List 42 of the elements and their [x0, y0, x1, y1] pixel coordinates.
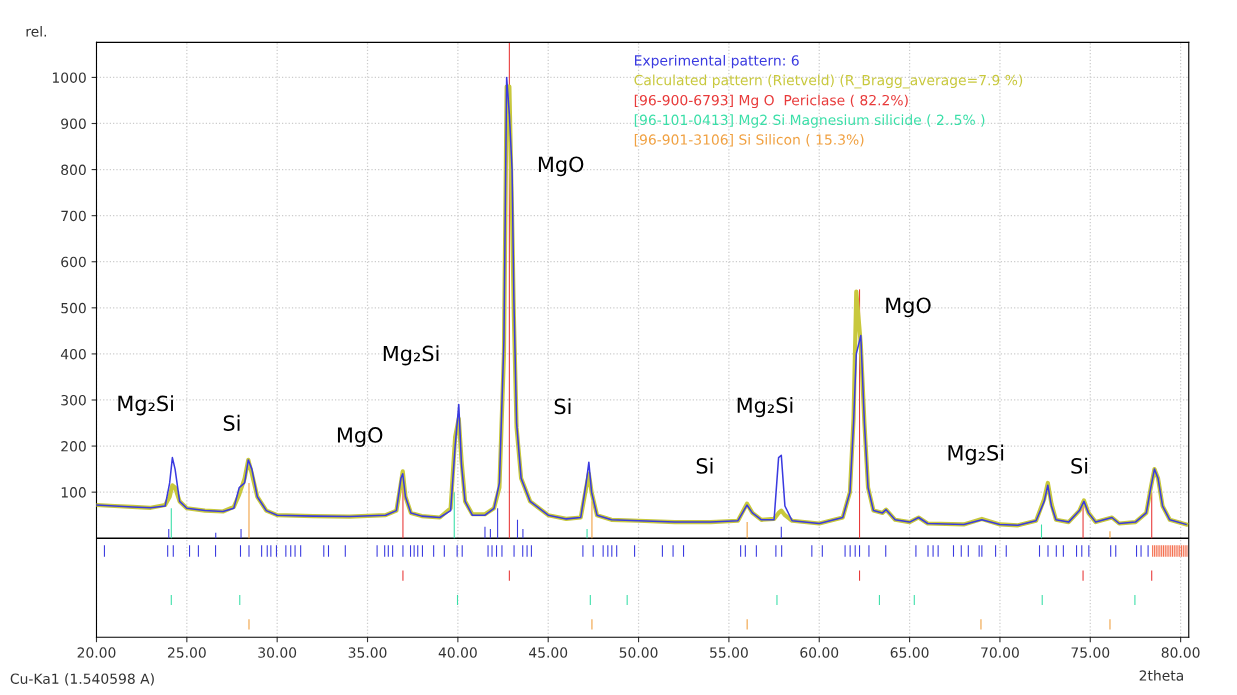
annotation: Mg₂Si — [737, 397, 793, 418]
text: [96-101-0413] Mg2 Si Magnesium silicide ( 2..5% ) — [634, 114, 985, 128]
x-tick-label: 80.00 — [1161, 647, 1200, 658]
x-tick-label: 25.00 — [167, 647, 206, 658]
annotation: Mg₂Si — [948, 444, 1004, 465]
x-tick-label: 60.00 — [800, 647, 839, 658]
annotation: Si — [554, 398, 571, 415]
annotation: MgO — [538, 156, 584, 177]
text: Calculated pattern (Rietveld) (R_Bragg_average=7.9 %) — [634, 74, 1023, 89]
y-tick-label: 100 — [61, 487, 86, 498]
annotation: Si — [223, 414, 240, 431]
text: Cu-Ka1 (1.540598 A) — [10, 673, 154, 686]
x-tick-label: 50.00 — [619, 647, 658, 658]
y-tick-label: 300 — [61, 394, 86, 406]
x-tick-label: 70.00 — [981, 647, 1019, 658]
y-tick-label: 900 — [61, 118, 86, 129]
x-axis-title: 2theta — [1139, 670, 1183, 681]
y-tick-label: 1000 — [52, 72, 86, 83]
annotation: MgO — [337, 427, 383, 447]
y-tick-label: 400 — [60, 348, 86, 360]
annotation: Mg₂Si — [118, 395, 173, 416]
y-axis-title: rel. — [26, 25, 47, 37]
x-tick-label: 75.00 — [1071, 647, 1110, 658]
y-tick-label: 200 — [61, 441, 86, 452]
text: Experimental pattern: 6 — [635, 54, 799, 69]
x-tick-label: 65.00 — [890, 647, 929, 658]
y-tick-label: 600 — [61, 256, 86, 268]
annotation: MgO — [886, 297, 931, 318]
annotation: Si — [1071, 457, 1088, 474]
text: [96-900-6793] Mg O Periclase ( 82.2%) — [634, 94, 908, 109]
y-tick-label: 800 — [61, 164, 86, 176]
text: [96-901-3106] Si Silicon ( 15.3%) — [634, 134, 864, 147]
x-tick-label: 55.00 — [710, 647, 748, 658]
x-tick-label: 40.00 — [438, 647, 477, 658]
x-tick-label: 45.00 — [529, 647, 568, 658]
y-tick-label: 700 — [61, 210, 86, 222]
x-tick-label: 30.00 — [258, 647, 297, 658]
x-tick-label: 35.00 — [348, 647, 387, 658]
y-tick-label: 500 — [61, 302, 86, 314]
annotation: Mg₂Si — [383, 345, 439, 366]
annotation: Si — [696, 457, 713, 474]
x-tick-label: 20.00 — [77, 647, 116, 658]
